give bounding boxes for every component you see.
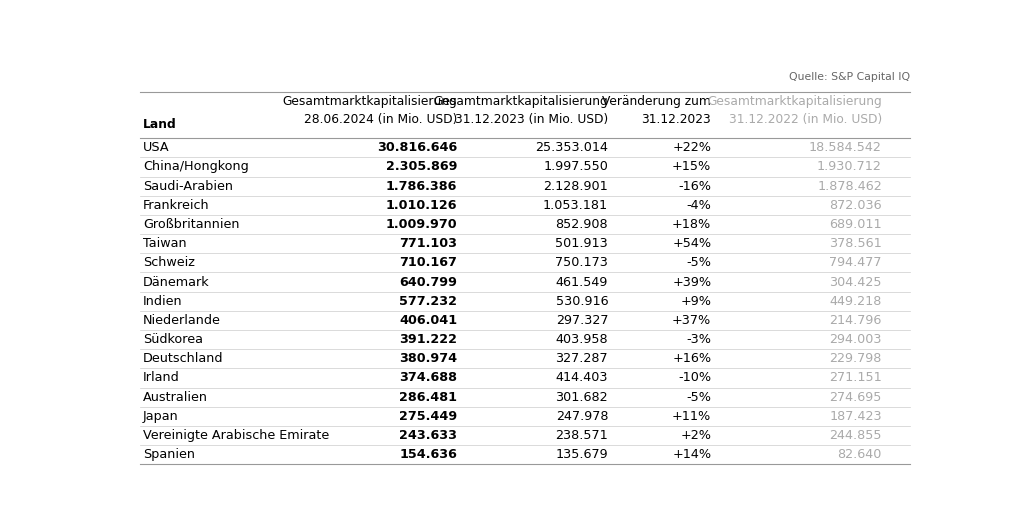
Text: Veränderung zum
31.12.2023: Veränderung zum 31.12.2023	[602, 95, 712, 126]
Text: 710.167: 710.167	[399, 256, 458, 269]
Text: 1.930.712: 1.930.712	[817, 160, 882, 173]
Text: +18%: +18%	[672, 218, 712, 231]
Text: 577.232: 577.232	[399, 295, 458, 308]
Text: 304.425: 304.425	[829, 276, 882, 289]
Text: +54%: +54%	[672, 237, 712, 250]
Text: Land: Land	[143, 118, 177, 131]
Text: 501.913: 501.913	[555, 237, 608, 250]
Text: 406.041: 406.041	[399, 314, 458, 327]
Text: 403.958: 403.958	[555, 333, 608, 346]
Text: 238.571: 238.571	[555, 429, 608, 442]
Text: 25.353.014: 25.353.014	[536, 141, 608, 154]
Text: Gesamtmarktkapitalisierung
31.12.2022 (in Mio. USD): Gesamtmarktkapitalisierung 31.12.2022 (i…	[708, 95, 882, 126]
Text: 271.151: 271.151	[829, 372, 882, 385]
Text: -5%: -5%	[686, 256, 712, 269]
Text: +22%: +22%	[673, 141, 712, 154]
Text: 286.481: 286.481	[399, 391, 458, 404]
Text: 275.449: 275.449	[399, 410, 458, 423]
Text: 244.855: 244.855	[829, 429, 882, 442]
Text: 794.477: 794.477	[829, 256, 882, 269]
Text: 750.173: 750.173	[555, 256, 608, 269]
Text: 391.222: 391.222	[399, 333, 458, 346]
Text: Taiwan: Taiwan	[143, 237, 186, 250]
Text: +39%: +39%	[672, 276, 712, 289]
Text: Dänemark: Dänemark	[143, 276, 210, 289]
Text: 327.287: 327.287	[555, 352, 608, 365]
Text: Spanien: Spanien	[143, 448, 196, 461]
Text: -10%: -10%	[678, 372, 712, 385]
Text: 1.997.550: 1.997.550	[544, 160, 608, 173]
Text: 640.799: 640.799	[399, 276, 458, 289]
Text: 380.974: 380.974	[399, 352, 458, 365]
Text: Südkorea: Südkorea	[143, 333, 203, 346]
Text: 1.010.126: 1.010.126	[386, 199, 458, 212]
Text: Australien: Australien	[143, 391, 208, 404]
Text: 301.682: 301.682	[555, 391, 608, 404]
Text: China/Hongkong: China/Hongkong	[143, 160, 249, 173]
Text: 1.786.386: 1.786.386	[386, 180, 458, 193]
Text: 449.218: 449.218	[829, 295, 882, 308]
Text: +37%: +37%	[672, 314, 712, 327]
Text: +2%: +2%	[680, 429, 712, 442]
Text: +15%: +15%	[672, 160, 712, 173]
Text: 461.549: 461.549	[556, 276, 608, 289]
Text: USA: USA	[143, 141, 170, 154]
Text: 374.688: 374.688	[399, 372, 458, 385]
Text: 2.128.901: 2.128.901	[544, 180, 608, 193]
Text: 274.695: 274.695	[829, 391, 882, 404]
Text: 1.053.181: 1.053.181	[543, 199, 608, 212]
Text: Vereinigte Arabische Emirate: Vereinigte Arabische Emirate	[143, 429, 330, 442]
Text: 154.636: 154.636	[399, 448, 458, 461]
Text: 689.011: 689.011	[829, 218, 882, 231]
Text: -4%: -4%	[686, 199, 712, 212]
Text: +16%: +16%	[672, 352, 712, 365]
Text: +14%: +14%	[672, 448, 712, 461]
Text: 297.327: 297.327	[556, 314, 608, 327]
Text: 247.978: 247.978	[556, 410, 608, 423]
Text: Indien: Indien	[143, 295, 182, 308]
Text: Schweiz: Schweiz	[143, 256, 195, 269]
Text: 2.305.869: 2.305.869	[386, 160, 458, 173]
Text: -5%: -5%	[686, 391, 712, 404]
Text: 530.916: 530.916	[555, 295, 608, 308]
Text: -3%: -3%	[686, 333, 712, 346]
Text: 187.423: 187.423	[829, 410, 882, 423]
Text: 135.679: 135.679	[555, 448, 608, 461]
Text: 378.561: 378.561	[829, 237, 882, 250]
Text: 771.103: 771.103	[399, 237, 458, 250]
Text: Niederlande: Niederlande	[143, 314, 221, 327]
Text: 872.036: 872.036	[829, 199, 882, 212]
Text: 243.633: 243.633	[399, 429, 458, 442]
Text: 1.878.462: 1.878.462	[817, 180, 882, 193]
Text: +11%: +11%	[672, 410, 712, 423]
Text: Quelle: S&P Capital IQ: Quelle: S&P Capital IQ	[788, 72, 909, 83]
Text: 1.009.970: 1.009.970	[386, 218, 458, 231]
Text: 294.003: 294.003	[829, 333, 882, 346]
Text: Gesamtmarktkapitalisierung
28.06.2024 (in Mio. USD): Gesamtmarktkapitalisierung 28.06.2024 (i…	[283, 95, 458, 126]
Text: Irland: Irland	[143, 372, 180, 385]
Text: 414.403: 414.403	[556, 372, 608, 385]
Text: Deutschland: Deutschland	[143, 352, 223, 365]
Text: Gesamtmarktkapitalisierung
31.12.2023 (in Mio. USD): Gesamtmarktkapitalisierung 31.12.2023 (i…	[433, 95, 608, 126]
Text: -16%: -16%	[678, 180, 712, 193]
Text: 852.908: 852.908	[555, 218, 608, 231]
Text: Frankreich: Frankreich	[143, 199, 210, 212]
Text: 214.796: 214.796	[829, 314, 882, 327]
Text: +9%: +9%	[680, 295, 712, 308]
Text: Saudi-Arabien: Saudi-Arabien	[143, 180, 233, 193]
Text: 82.640: 82.640	[838, 448, 882, 461]
Text: Großbritannien: Großbritannien	[143, 218, 240, 231]
Text: 18.584.542: 18.584.542	[809, 141, 882, 154]
Text: 229.798: 229.798	[829, 352, 882, 365]
Text: 30.816.646: 30.816.646	[377, 141, 458, 154]
Text: Japan: Japan	[143, 410, 179, 423]
